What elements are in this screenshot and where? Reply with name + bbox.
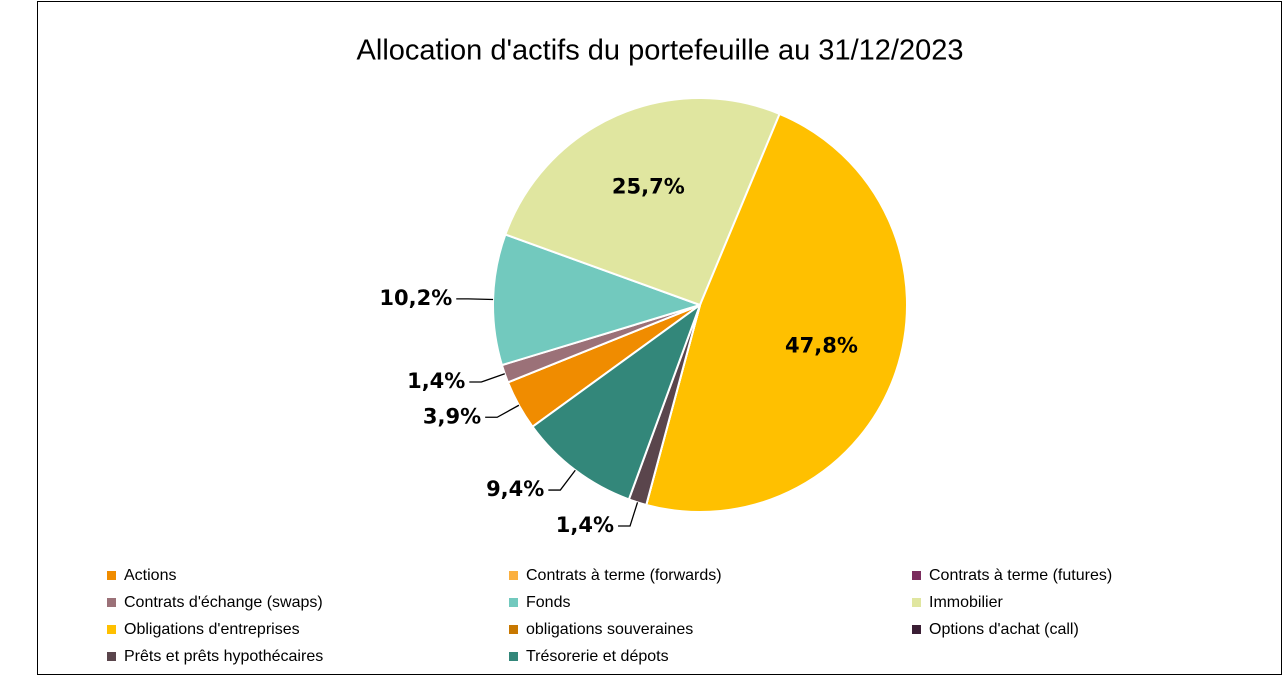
leader-line (618, 502, 639, 527)
pie-slice (645, 112, 908, 513)
data-label: 47,8% (785, 333, 858, 357)
legend-label: obligations souveraines (526, 621, 693, 638)
legend-label: Options d'achat (call) (929, 621, 1079, 638)
data-label: 9,4% (486, 477, 544, 501)
legend-label: Prêts et prêts hypothécaires (124, 648, 323, 665)
legend-label: Obligations d'entreprises (124, 621, 300, 638)
legend-label: Fonds (526, 594, 570, 611)
leader-line (485, 404, 520, 418)
leader-line (456, 298, 494, 301)
chart-title: Allocation d'actifs du portefeuille au 3… (357, 35, 964, 67)
data-label: 1,4% (556, 513, 614, 537)
legend-swatch (912, 625, 921, 634)
data-label: 25,7% (612, 175, 685, 199)
legend-swatch (912, 571, 921, 580)
legend-swatch (509, 598, 518, 607)
legend-label: Contrats d'échange (swaps) (124, 594, 323, 611)
legend-label: Actions (124, 567, 176, 584)
legend-label: Contrats à terme (forwards) (526, 567, 722, 584)
data-label: 10,2% (379, 286, 452, 310)
legend-label: Immobilier (929, 594, 1003, 611)
legend-swatch (912, 598, 921, 607)
legend-swatch (509, 652, 518, 661)
legend-swatch (107, 652, 116, 661)
data-label: 3,9% (423, 404, 481, 428)
pie-slice (504, 97, 781, 307)
pie-slice (531, 302, 703, 501)
leader-line (469, 373, 505, 383)
legend-label: Contrats à terme (futures) (929, 567, 1112, 584)
legend-swatch (107, 625, 116, 634)
legend-swatch (509, 571, 518, 580)
legend-swatch (107, 598, 116, 607)
data-label: 1,4% (407, 369, 465, 393)
legend-swatch (509, 625, 518, 634)
leader-line (548, 469, 576, 491)
legend-label: Trésorerie et dépots (526, 648, 669, 665)
legend-swatch (107, 571, 116, 580)
